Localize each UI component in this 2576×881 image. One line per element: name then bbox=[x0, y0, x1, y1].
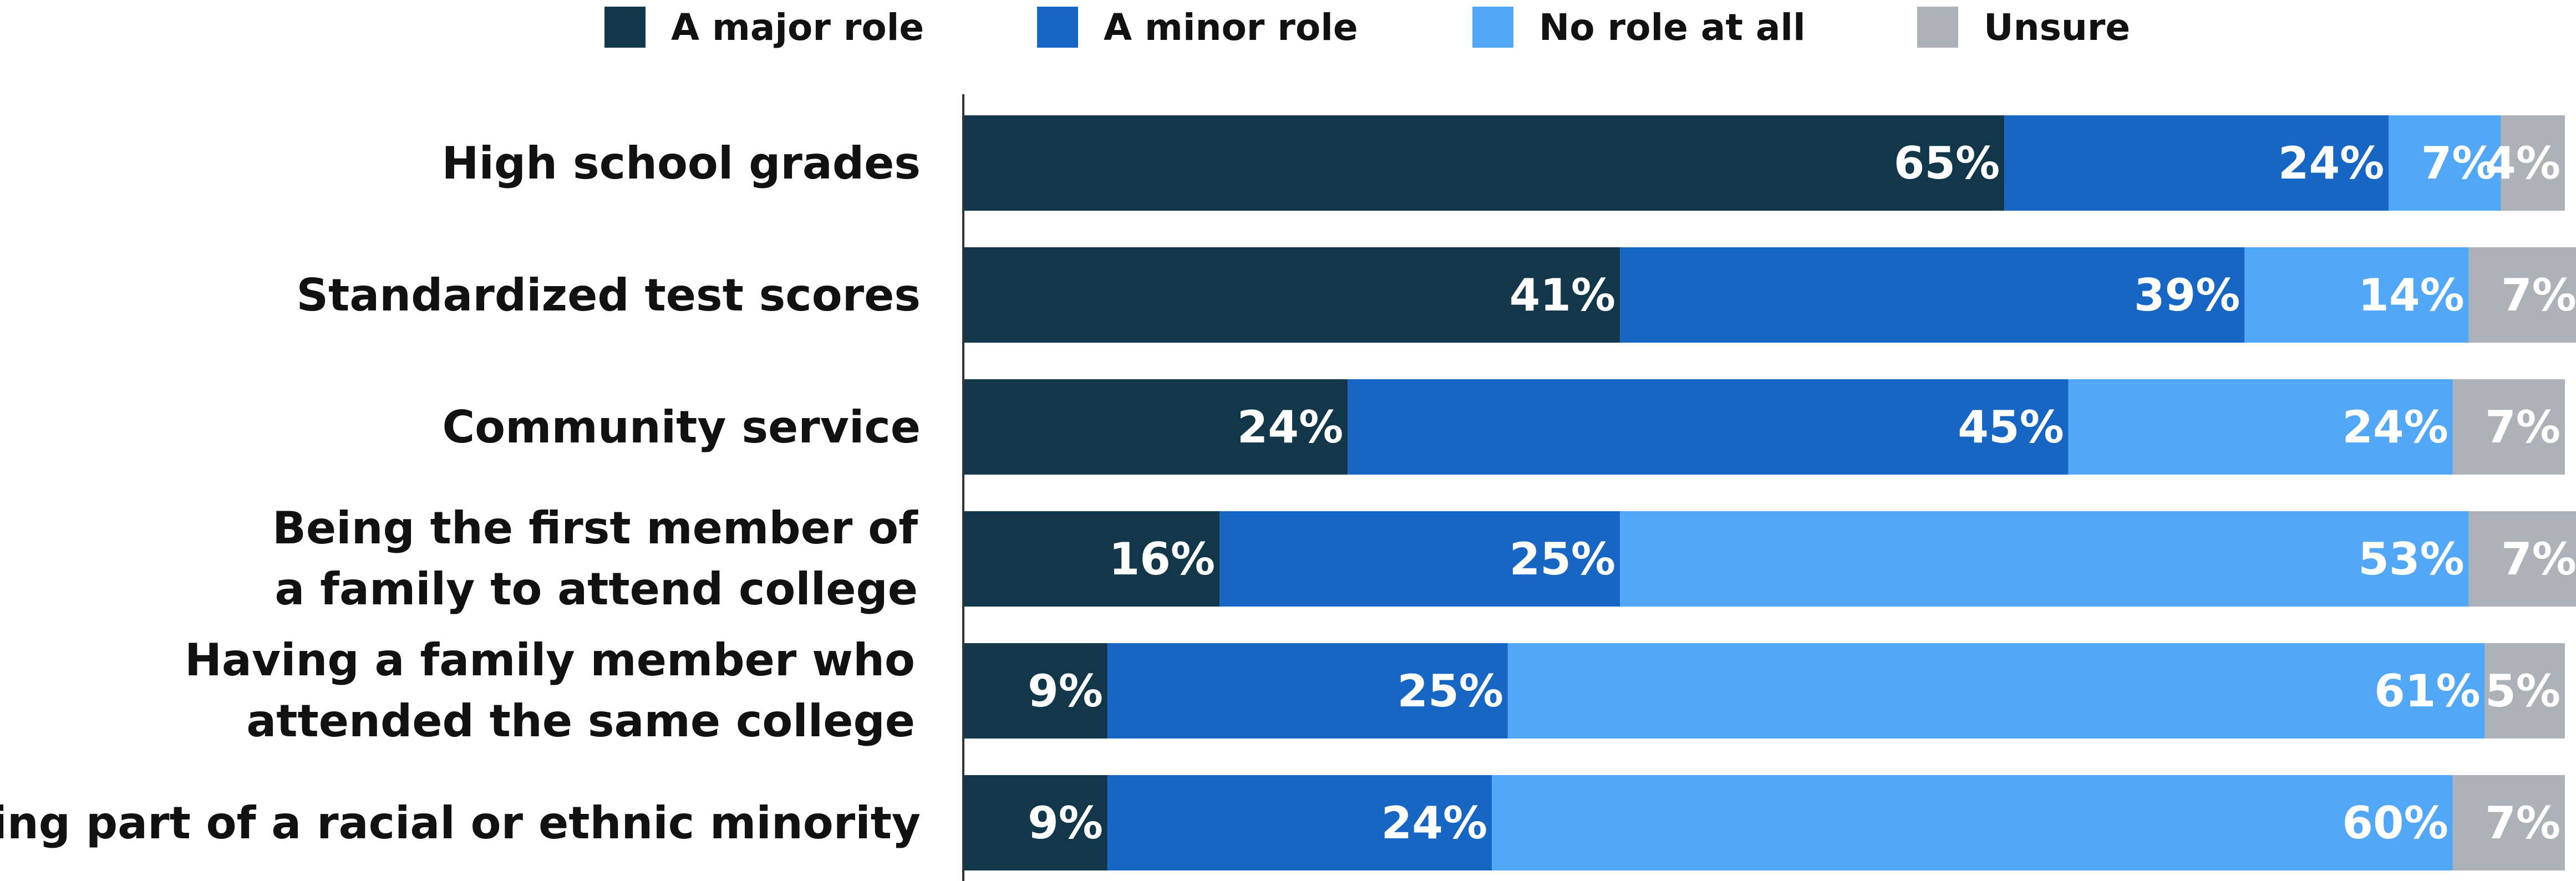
bar-value-label: 45% bbox=[1958, 401, 2064, 453]
legend-swatch bbox=[604, 7, 646, 48]
bar-row: 41% 39% 14% 7% bbox=[963, 247, 2576, 343]
bar-segment bbox=[2389, 115, 2501, 211]
legend-swatch bbox=[1917, 7, 1958, 48]
bar-segment bbox=[963, 379, 1348, 475]
bar-value-label: 41% bbox=[1510, 269, 1615, 321]
bar-value-label: 25% bbox=[1397, 665, 1503, 717]
legend-item: No role at all bbox=[1472, 6, 1806, 49]
bar-value-label: 61% bbox=[2374, 665, 2480, 717]
bar-segment bbox=[2501, 115, 2565, 211]
bar-segment bbox=[1620, 247, 2245, 343]
category-label: Being part of a racial or ethnic minorit… bbox=[0, 797, 921, 849]
bar-segment bbox=[2468, 247, 2576, 343]
category-label: Having a family member who attended the s… bbox=[185, 634, 915, 747]
category-label: High school grades bbox=[442, 138, 921, 189]
category-label: Community service bbox=[442, 401, 921, 453]
bar-segment bbox=[963, 511, 1220, 607]
category-labels: High school grades Standardized test scor… bbox=[0, 138, 921, 849]
bar-segment bbox=[2484, 643, 2565, 739]
bar-segment bbox=[2004, 115, 2389, 211]
bar-segment bbox=[1348, 379, 2069, 475]
legend-item: A major role bbox=[604, 6, 924, 49]
bar-value-label: 39% bbox=[2134, 269, 2240, 321]
category-label: Being the first member of a family to att… bbox=[272, 502, 918, 615]
bar-row: 16% 25% 53% 7% bbox=[963, 511, 2576, 607]
bar-value-label: 7% bbox=[2485, 797, 2560, 849]
bar-segment bbox=[1107, 643, 1508, 739]
bar-value-label: 5% bbox=[2485, 665, 2560, 717]
bar-segment bbox=[1507, 643, 2485, 739]
bar-row: 65% 24% 7%4% bbox=[963, 115, 2565, 211]
bar-value-label: 65% bbox=[1894, 138, 2000, 189]
bar-segment bbox=[2468, 511, 2576, 607]
bars: 65% 24% 7%4%41% 39% 14% 7%24% 45% 24% 7%16% 25% 53… bbox=[963, 115, 2576, 870]
legend: A major role A minor role No role at all Un… bbox=[604, 6, 2130, 49]
bar-value-label: 14% bbox=[2358, 269, 2464, 321]
legend-label: A minor role bbox=[1104, 6, 1358, 49]
legend-swatch bbox=[1037, 7, 1078, 48]
bar-row: 24% 45% 24% 7% bbox=[963, 379, 2565, 475]
legend-label: Unsure bbox=[1984, 6, 2130, 49]
legend-item: A minor role bbox=[1037, 6, 1358, 49]
bar-row: 9% 25% 61% 5% bbox=[963, 643, 2565, 739]
bar-value-label: 60% bbox=[2342, 797, 2448, 849]
bar-row: 9% 24% 60% 7% bbox=[963, 775, 2565, 870]
legend-swatch bbox=[1472, 7, 1513, 48]
legend-label: No role at all bbox=[1539, 6, 1806, 49]
bar-segment bbox=[1620, 511, 2469, 607]
bar-value-label: 9% bbox=[1028, 665, 1103, 717]
bar-segment bbox=[963, 775, 1107, 870]
bar-value-label: 24% bbox=[1237, 401, 1343, 453]
bar-value-label: 24% bbox=[2278, 138, 2384, 189]
bar-segment bbox=[2452, 775, 2565, 870]
bar-value-label: 7% bbox=[2501, 533, 2576, 585]
bar-value-label: 7% bbox=[2501, 269, 2576, 321]
bar-value-label: 7% bbox=[2485, 401, 2560, 453]
bar-segment bbox=[1220, 511, 1620, 607]
bar-value-label: 16% bbox=[1109, 533, 1215, 585]
bar-value-label: 53% bbox=[2358, 533, 2464, 585]
bar-value-label: 24% bbox=[2342, 401, 2448, 453]
bar-segment bbox=[963, 643, 1107, 739]
bar-segment bbox=[2452, 379, 2565, 475]
bar-value-label: 4% bbox=[2485, 138, 2560, 189]
bar-value-label: 7% bbox=[2421, 138, 2497, 189]
bar-segment bbox=[2068, 379, 2453, 475]
legend-label: A major role bbox=[671, 6, 924, 49]
bar-segment bbox=[1107, 775, 1492, 870]
bar-segment bbox=[2244, 247, 2469, 343]
bar-value-label: 24% bbox=[1381, 797, 1487, 849]
legend-item: Unsure bbox=[1917, 6, 2130, 49]
category-label: Standardized test scores bbox=[296, 269, 921, 321]
bar-segment bbox=[963, 115, 2005, 211]
bar-value-label: 25% bbox=[1510, 533, 1615, 585]
bar-value-label: 9% bbox=[1028, 797, 1103, 849]
bar-segment bbox=[963, 247, 1620, 343]
bar-segment bbox=[1492, 775, 2453, 870]
